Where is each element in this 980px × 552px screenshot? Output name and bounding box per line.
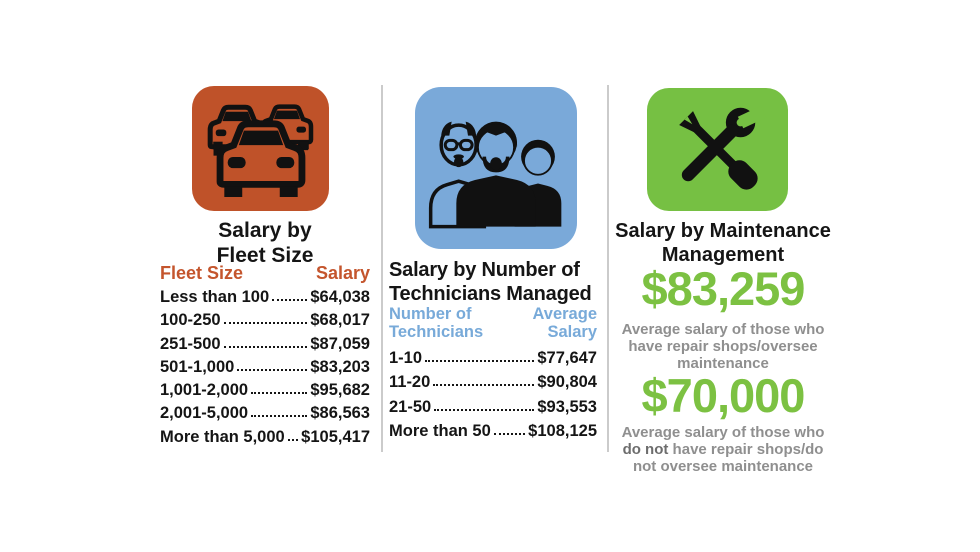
dot-leader [493, 433, 526, 436]
tools-icon [659, 96, 777, 204]
fleet-table-header: Fleet Size Salary [160, 263, 370, 284]
stat-no-oversee-value: $70,000 [641, 369, 806, 422]
dot-leader [434, 408, 535, 411]
fleet-tile [192, 86, 329, 211]
dot-leader [251, 392, 308, 395]
header-left-line1: Number of [389, 305, 472, 323]
table-row: 2,001-5,000 $86,563 [160, 404, 370, 427]
technicians-header-left: Number of Technicians [389, 305, 484, 341]
fleet-header-right: Salary [315, 263, 370, 283]
fleet-title-line2: Fleet Size [216, 244, 314, 267]
maintenance-tile [647, 88, 788, 211]
dot-leader [237, 368, 308, 371]
technicians-tile [415, 87, 577, 249]
row-label: 11-20 [389, 373, 431, 392]
header-right-line1: Average [532, 305, 597, 323]
column-divider [381, 85, 383, 452]
row-label: 501-1,000 [160, 357, 235, 376]
row-value: $93,553 [537, 397, 597, 416]
dot-leader [433, 384, 535, 387]
row-value: $64,038 [310, 288, 370, 306]
fleet-header-left: Fleet Size [160, 263, 244, 283]
row-value: $77,647 [537, 349, 597, 367]
row-label: Less than 100 [160, 288, 270, 306]
table-row: 21-50 $93,553 [389, 398, 597, 422]
table-row: 11-20 $90,804 [389, 373, 597, 397]
technicians-title-line2: Technicians Managed [389, 283, 592, 305]
header-left-line2: Technicians [389, 322, 484, 341]
row-value: $87,059 [310, 334, 370, 353]
row-label: More than 50 [389, 422, 491, 441]
row-label: 100-250 [160, 311, 221, 330]
caption-post: have repair shops/do not oversee mainten… [632, 441, 824, 475]
row-label: 21-50 [389, 397, 432, 416]
row-value: $90,804 [537, 373, 597, 392]
table-row: 251-500 $87,059 [160, 335, 370, 358]
maintenance-column: Salary by Maintenance Management $83,259… [612, 0, 834, 552]
table-row: Less than 100 $64,038 [160, 288, 370, 311]
row-label: 251-500 [160, 334, 221, 353]
cars-icon [205, 95, 317, 202]
row-value: $68,017 [310, 311, 370, 330]
row-value: $108,125 [528, 422, 597, 441]
maintenance-title-line1: Salary by Maintenance [615, 220, 831, 242]
table-row: More than 5,000 $105,417 [160, 428, 370, 451]
dot-leader [223, 322, 308, 325]
row-value: $83,203 [310, 357, 370, 376]
fleet-table: Less than 100 $64,038 100-250 $68,017 25… [160, 288, 370, 451]
caption-pre: Average salary of those who [621, 424, 825, 441]
technicians-title: Salary by Number of Technicians Managed [389, 258, 597, 306]
row-label: More than 5,000 [160, 427, 285, 446]
column-divider [607, 85, 609, 452]
stat-oversee-caption: Average salary of those who have repair … [621, 321, 825, 372]
table-row: 501-1,000 $83,203 [160, 358, 370, 381]
maintenance-title: Salary by Maintenance Management [612, 219, 834, 267]
row-value: $105,417 [301, 427, 370, 446]
fleet-title-line1: Salary by [218, 219, 312, 242]
technicians-column: Salary by Number of Technicians Managed … [389, 0, 597, 552]
stat-no-oversee-caption: Average salary of those who do not have … [614, 424, 832, 475]
maintenance-title-line2: Management [661, 244, 785, 266]
people-icon [426, 96, 566, 241]
fleet-size-column: Salary by Fleet Size Fleet Size Salary L… [160, 0, 370, 552]
row-value: $86,563 [310, 404, 370, 423]
caption-bold: do not [622, 441, 669, 458]
table-row: More than 50 $108,125 [389, 422, 597, 446]
table-row: 1,001-2,000 $95,682 [160, 381, 370, 404]
technicians-header-right: Average Salary [532, 305, 597, 341]
table-row: 100-250 $68,017 [160, 311, 370, 334]
row-label: 1,001-2,000 [160, 381, 249, 400]
dot-leader [272, 299, 308, 301]
dot-leader [287, 438, 299, 441]
technicians-table: 1-10 $77,647 11-20 $90,804 21-50 $93,553… [389, 349, 597, 447]
technicians-title-line1: Salary by Number of [389, 259, 580, 281]
stat-oversee-value: $83,259 [641, 262, 806, 315]
dot-leader [223, 345, 308, 348]
row-label: 2,001-5,000 [160, 404, 249, 423]
technicians-table-header: Number of Technicians Average Salary [389, 305, 597, 341]
header-right-line2: Salary [547, 322, 597, 341]
row-label: 1-10 [389, 349, 423, 367]
dot-leader [425, 360, 535, 362]
fleet-title: Salary by Fleet Size [160, 218, 370, 268]
table-row: 1-10 $77,647 [389, 349, 597, 373]
row-value: $95,682 [310, 381, 370, 400]
dot-leader [251, 415, 308, 418]
